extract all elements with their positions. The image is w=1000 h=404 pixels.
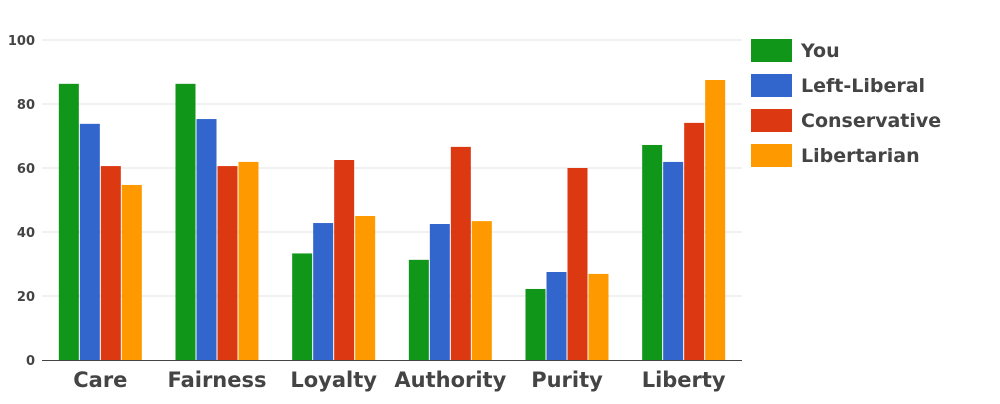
legend-swatch	[751, 144, 792, 167]
bar-conservative-purity	[567, 168, 588, 360]
bar-libertarian-liberty	[705, 80, 726, 360]
bar-conservative-fairness	[217, 166, 238, 360]
bar-libertarian-authority	[471, 221, 492, 360]
bar-conservative-care	[100, 166, 121, 360]
bar-you-liberty	[642, 144, 663, 360]
bar-left-liberal-purity	[546, 272, 567, 360]
legend-label: You	[800, 40, 840, 62]
y-tick-label: 100	[8, 34, 35, 49]
x-category-label: Fairness	[167, 368, 266, 392]
bar-left-liberal-liberty	[663, 161, 684, 360]
x-category-label: Purity	[531, 368, 603, 392]
bars	[58, 80, 726, 360]
bar-libertarian-loyalty	[355, 216, 376, 360]
bar-left-liberal-loyalty	[313, 223, 334, 360]
bar-you-fairness	[175, 83, 196, 360]
axes: 0 20 40 60 80 100 Care Fairness Loyalty Authority…	[8, 34, 742, 392]
y-tick-label: 0	[26, 354, 35, 369]
bar-left-liberal-fairness	[196, 119, 217, 360]
bar-you-loyalty	[292, 253, 313, 360]
bar-libertarian-fairness	[238, 161, 259, 360]
bar-you-purity	[525, 288, 546, 360]
y-tick-label: 20	[17, 290, 35, 305]
y-tick-label: 80	[17, 98, 35, 113]
x-category-label: Liberty	[642, 368, 726, 392]
bar-conservative-authority	[450, 146, 471, 360]
legend-label: Left-Liberal	[801, 75, 925, 97]
bar-libertarian-care	[121, 184, 142, 360]
bar-conservative-loyalty	[334, 160, 355, 360]
bar-libertarian-purity	[588, 273, 609, 360]
legend-swatch	[751, 74, 792, 97]
legend-label: Conservative	[801, 110, 941, 132]
bar-you-care	[58, 83, 79, 360]
y-tick-label: 40	[17, 226, 35, 241]
x-category-label: Care	[73, 368, 127, 392]
legend-label: Libertarian	[801, 145, 920, 167]
legend-swatch	[751, 39, 792, 62]
gridlines	[42, 39, 742, 297]
x-category-label: Authority	[394, 368, 506, 392]
bar-left-liberal-authority	[429, 224, 450, 360]
bar-conservative-liberty	[684, 122, 705, 360]
legend: You Left-Liberal Conservative Libertarian	[751, 39, 941, 167]
bar-you-authority	[408, 259, 429, 360]
bar-left-liberal-care	[79, 123, 100, 360]
x-category-label: Loyalty	[290, 368, 377, 392]
y-tick-label: 60	[17, 162, 35, 177]
legend-swatch	[751, 109, 792, 132]
